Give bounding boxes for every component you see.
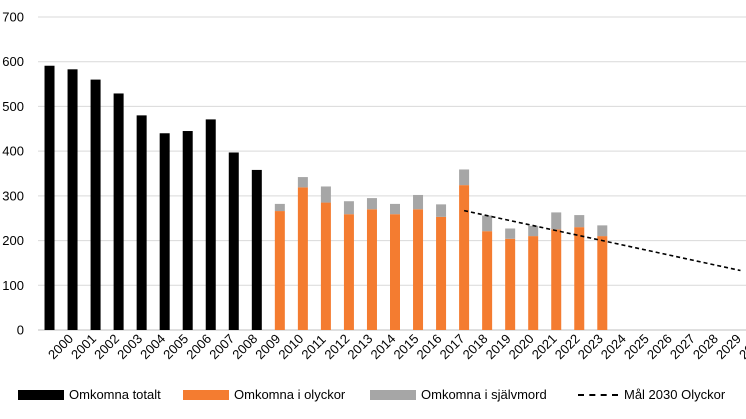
bar-omkomna-i-sj-lvmord-2024: [597, 225, 608, 237]
bar-omkomna-i-olyckor-2017: [436, 216, 447, 330]
bar-omkomna-i-olyckor-2010: [274, 211, 285, 330]
bar-omkomna-i-sj-lvmord-2021: [528, 225, 539, 237]
bar-omkomna-i-sj-lvmord-2019: [482, 215, 493, 232]
y-tick-label: 0: [17, 323, 24, 338]
x-tick-label: 2020: [506, 331, 537, 362]
x-tick-label: 2018: [460, 331, 491, 362]
legend-swatch-orange: [183, 389, 229, 400]
bar-omkomna-i-sj-lvmord-2013: [343, 201, 354, 215]
x-tick-label: 2021: [529, 331, 560, 362]
bar-omkomna-totalt-2009: [251, 169, 262, 330]
y-tick-label: 100: [2, 278, 24, 293]
legend-label: Omkomna i olyckor: [234, 387, 346, 402]
bar-omkomna-i-sj-lvmord-2022: [551, 212, 562, 230]
legend: Omkomna totalt Omkomna i olyckor Omkomna…: [0, 383, 746, 411]
x-tick-label: 2019: [483, 331, 514, 362]
bar-omkomna-totalt-2006: [182, 131, 193, 330]
bar-omkomna-i-sj-lvmord-2011: [297, 177, 308, 188]
bar-omkomna-i-sj-lvmord-2016: [413, 194, 424, 210]
y-tick-label: 300: [2, 188, 24, 203]
legend-label: Mål 2030 Olyckor: [624, 387, 726, 402]
bar-omkomna-i-olyckor-2015: [390, 214, 400, 330]
x-axis-ticks: 2000200120022003200420052006200720082009…: [45, 331, 746, 362]
bar-omkomna-totalt-2001: [67, 69, 78, 331]
bar-omkomna-totalt-2004: [136, 115, 147, 330]
bars: [44, 65, 608, 331]
bar-omkomna-totalt-2008: [228, 152, 239, 330]
bar-omkomna-i-sj-lvmord-2018: [459, 169, 470, 186]
y-tick-label: 400: [2, 144, 24, 159]
y-tick-label: 700: [2, 10, 24, 25]
x-tick-label: 2013: [344, 331, 375, 362]
bar-omkomna-i-sj-lvmord-2014: [366, 198, 377, 210]
x-tick-label: 2012: [321, 331, 352, 362]
x-tick-label: 2010: [275, 331, 306, 362]
bar-omkomna-i-olyckor-2012: [320, 202, 331, 330]
x-tick-label: 2022: [552, 331, 583, 362]
bar-omkomna-i-sj-lvmord-2017: [436, 204, 447, 217]
bar-omkomna-i-olyckor-2022: [551, 229, 562, 330]
x-tick-label: 2002: [91, 331, 122, 362]
x-tick-label: 2011: [298, 332, 328, 362]
bar-omkomna-i-olyckor-2014: [366, 209, 377, 330]
legend-label: Omkomna totalt: [69, 387, 161, 402]
x-tick-label: 2006: [183, 331, 214, 362]
bar-omkomna-i-sj-lvmord-2015: [390, 203, 400, 215]
bar-omkomna-totalt-2007: [205, 119, 216, 330]
legend-swatch-dashed: [578, 393, 618, 396]
legend-item-omkomna-i-olyckor: Omkomna i olyckor: [183, 387, 345, 402]
bar-omkomna-i-olyckor-2024: [597, 236, 608, 330]
x-tick-label: 2001: [68, 331, 99, 362]
x-tick-label: 2004: [137, 331, 168, 362]
bar-omkomna-i-olyckor-2011: [297, 187, 308, 330]
bar-omkomna-i-olyckor-2020: [505, 238, 516, 330]
bar-omkomna-i-sj-lvmord-2010: [274, 203, 285, 212]
bar-omkomna-totalt-2002: [90, 79, 101, 330]
legend-item-mal-2030: Mål 2030 Olyckor: [578, 387, 725, 402]
bar-omkomna-i-olyckor-2019: [482, 231, 493, 330]
x-tick-label: 2016: [414, 331, 445, 362]
legend-item-omkomna-totalt: Omkomna totalt: [18, 387, 161, 402]
x-tick-label: 2007: [206, 331, 237, 362]
bar-omkomna-i-olyckor-2023: [574, 227, 585, 330]
legend-swatch-gray: [370, 389, 416, 400]
x-tick-label: 2026: [644, 331, 675, 362]
legend-item-omkomna-i-sjalvmord: Omkomna i självmord: [370, 387, 547, 402]
bar-omkomna-totalt-2005: [159, 133, 170, 330]
x-tick-label: 2000: [45, 331, 76, 362]
legend-label: Omkomna i självmord: [421, 387, 547, 402]
x-tick-label: 2015: [391, 331, 422, 362]
bar-omkomna-i-sj-lvmord-2020: [505, 228, 516, 239]
x-tick-label: 2030: [736, 331, 746, 362]
x-tick-label: 2025: [621, 331, 652, 362]
bar-omkomna-i-olyckor-2016: [413, 209, 424, 330]
x-tick-label: 2024: [598, 331, 629, 362]
x-tick-label: 2009: [252, 331, 283, 362]
legend-swatch-black: [18, 389, 64, 400]
bar-omkomna-i-olyckor-2018: [459, 185, 470, 330]
x-tick-label: 2029: [713, 331, 744, 362]
y-tick-label: 200: [2, 233, 24, 248]
x-tick-label: 2027: [667, 331, 698, 362]
x-tick-label: 2023: [575, 331, 606, 362]
bar-omkomna-totalt-2003: [113, 93, 124, 330]
bar-omkomna-i-sj-lvmord-2012: [320, 186, 331, 203]
x-tick-label: 2028: [690, 331, 721, 362]
bar-omkomna-i-olyckor-2021: [528, 236, 539, 330]
x-tick-label: 2005: [160, 331, 191, 362]
y-axis-ticks: 0 100 200 300 400 500 600 700: [2, 10, 24, 338]
x-tick-label: 2008: [229, 331, 260, 362]
target-line-mal-2030: [463, 209, 741, 272]
y-tick-label: 600: [2, 54, 24, 69]
target-line: [463, 209, 741, 272]
bar-omkomna-i-sj-lvmord-2023: [574, 215, 585, 228]
bar-omkomna-i-olyckor-2013: [343, 214, 354, 330]
x-tick-label: 2017: [437, 331, 468, 362]
y-tick-label: 500: [2, 99, 24, 114]
bar-omkomna-totalt-2000: [44, 65, 55, 330]
x-tick-label: 2003: [114, 331, 145, 362]
x-tick-label: 2014: [367, 331, 398, 362]
